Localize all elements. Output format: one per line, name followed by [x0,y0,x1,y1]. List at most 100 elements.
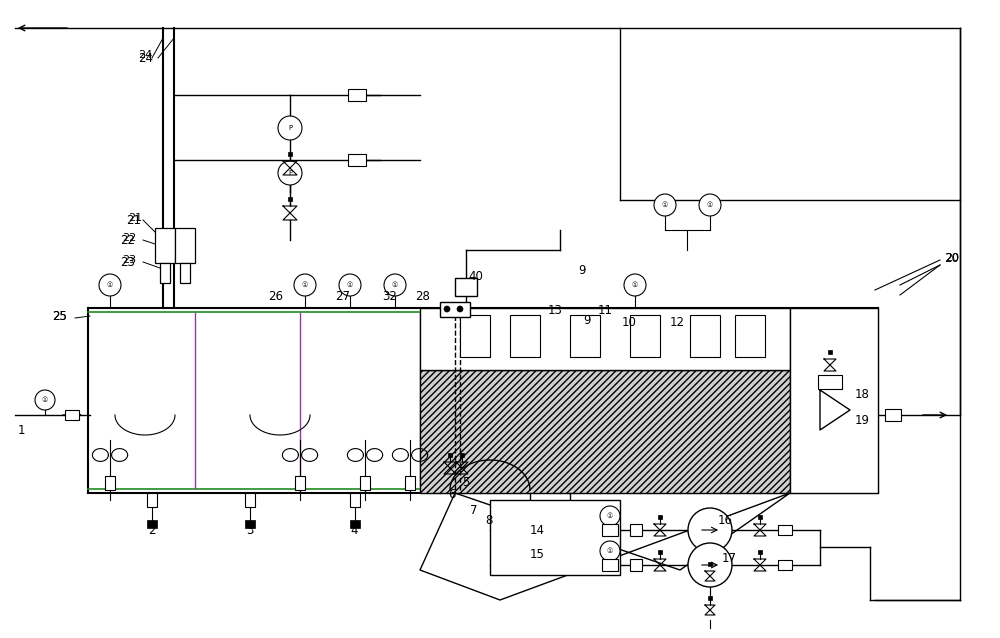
Text: P: P [288,170,292,176]
Text: 9: 9 [578,263,586,276]
Bar [420,308,790,370]
Text: 21: 21 [126,214,141,226]
Text: 21: 21 [128,213,142,223]
Circle shape [294,274,316,296]
Text: 19: 19 [855,413,870,426]
Text: 1: 1 [18,424,26,436]
Circle shape [699,194,721,216]
Bar [440,302,470,317]
Bar [348,89,366,101]
Bar [658,550,662,554]
Text: 18: 18 [855,389,870,401]
Bar [630,524,642,536]
Circle shape [384,274,406,296]
Text: 6: 6 [448,489,456,501]
Text: 22: 22 [120,234,135,246]
Bar [570,315,600,357]
Text: 4: 4 [350,524,358,537]
Bar [735,315,765,357]
Bar [245,493,255,507]
Bar [348,154,366,166]
Bar [175,228,195,263]
Bar [790,308,878,493]
Bar [350,520,360,528]
Bar [758,550,762,554]
Bar [460,315,490,357]
Bar [448,453,452,457]
Bar [295,476,305,490]
Bar [147,520,157,528]
Text: 13: 13 [548,304,563,316]
Bar [288,152,292,156]
Text: 24: 24 [138,52,153,64]
Text: 16: 16 [718,514,733,526]
Circle shape [278,116,302,140]
Text: 15: 15 [530,549,545,561]
Text: ①: ① [302,282,308,288]
Text: 26: 26 [268,290,283,302]
Bar [350,493,360,507]
Bar [778,560,792,570]
Circle shape [35,390,55,410]
Text: 12: 12 [670,316,685,329]
Text: 10: 10 [622,316,637,329]
Bar [690,315,720,357]
Text: ①: ① [662,202,668,208]
Circle shape [688,543,732,587]
Circle shape [339,274,361,296]
Circle shape [99,274,121,296]
Bar [180,263,190,283]
Text: ①: ① [607,548,613,554]
Text: 32: 32 [382,290,397,302]
Circle shape [624,274,646,296]
Circle shape [278,161,302,185]
Bar [245,520,255,528]
Text: 11: 11 [598,304,613,316]
Circle shape [688,508,732,552]
Bar [360,476,370,490]
Text: ①: ① [607,513,613,519]
Text: 2: 2 [148,524,156,537]
Circle shape [600,506,620,526]
Circle shape [457,306,463,312]
Bar [708,562,712,566]
Text: 9: 9 [583,313,590,327]
Circle shape [444,306,450,312]
Text: ①: ① [392,282,398,288]
Bar [758,515,762,519]
Text: 23: 23 [122,255,136,265]
Text: 14: 14 [530,524,545,537]
Bar [658,515,662,519]
Bar [455,278,477,296]
Bar [510,315,540,357]
Text: 22: 22 [122,233,136,243]
Text: 17: 17 [722,551,737,565]
Bar [160,263,170,283]
Text: ①: ① [42,397,48,403]
Text: ①: ① [707,202,713,208]
Bar [288,197,292,201]
Bar [885,409,901,421]
Text: 40: 40 [468,269,483,283]
Circle shape [600,541,620,561]
Bar [147,493,157,507]
Bar [460,453,464,457]
Bar [602,524,618,536]
Bar [630,315,660,357]
Bar [818,375,842,389]
Text: 8: 8 [485,514,492,526]
Bar [630,559,642,571]
Text: 27: 27 [335,290,350,302]
Text: 20: 20 [945,253,959,263]
Text: ①: ① [632,282,638,288]
Bar [405,476,415,490]
Text: 28: 28 [415,290,430,302]
Text: 25: 25 [52,309,67,322]
Circle shape [654,194,676,216]
Text: ①: ① [107,282,113,288]
Text: 25: 25 [52,309,67,322]
Bar [778,525,792,535]
Bar [420,370,790,493]
Text: ①: ① [347,282,353,288]
Text: 3: 3 [246,524,253,537]
